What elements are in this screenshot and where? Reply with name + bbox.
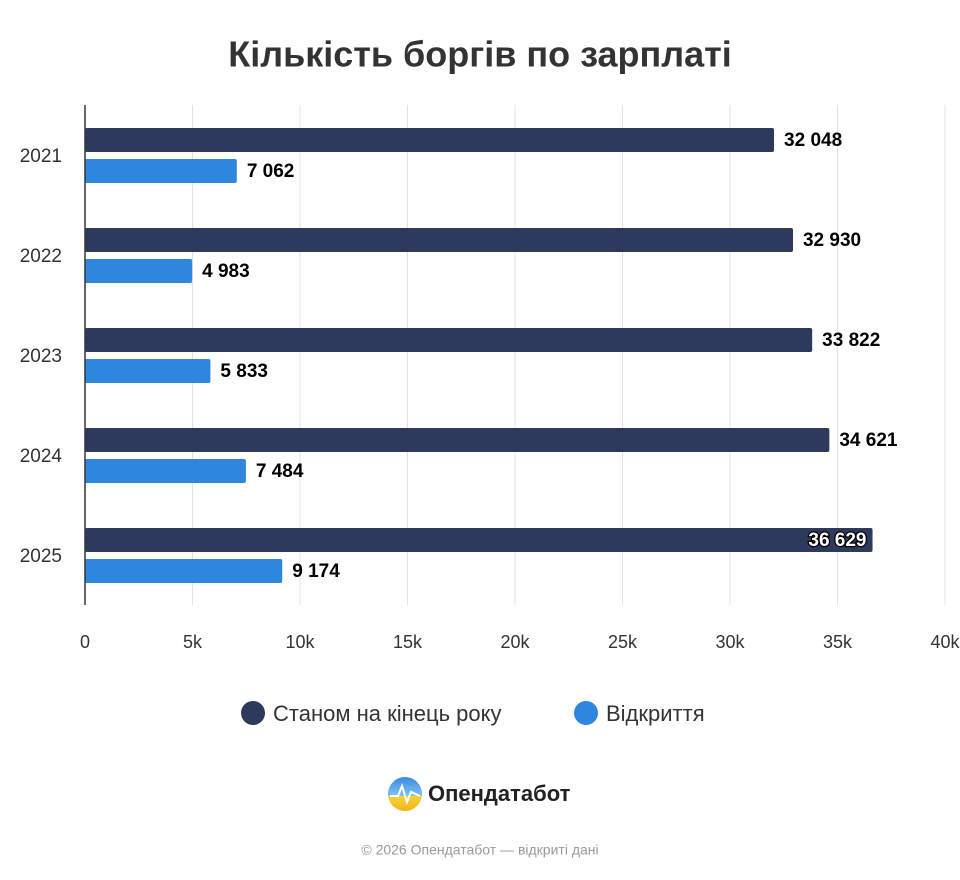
x-tick-label: 0 — [80, 632, 90, 652]
bar — [85, 528, 873, 552]
value-label: 36 629 — [808, 530, 866, 551]
value-label: 34 621 — [839, 430, 898, 451]
value-label: 7 062 — [247, 161, 295, 182]
bar — [85, 159, 237, 183]
chart-title: Кількість боргів по зарплаті — [228, 34, 732, 75]
y-tick-label: 2024 — [20, 446, 63, 467]
value-label: 9 174 — [292, 561, 340, 582]
legend-marker — [241, 701, 265, 725]
bar — [85, 328, 813, 352]
bar — [85, 559, 283, 583]
bars: 2021 32 048 7 062 2022 32 930 4 983 2023 33 822… — [20, 128, 898, 583]
x-tick-label: 20k — [500, 632, 530, 652]
legend-marker — [574, 701, 598, 725]
legend-label: Відкриття — [606, 701, 705, 726]
grid: 0 5k 10k 15k 20k 25k 30k 35k 40k — [80, 105, 960, 652]
value-label: 32 048 — [784, 130, 842, 151]
x-tick-label: 10k — [285, 632, 315, 652]
legend-label: Станом на кінець року — [273, 701, 502, 726]
x-tick-label: 5k — [183, 632, 203, 652]
legend: Станом на кінець року Відкриття — [241, 701, 705, 726]
value-label: 4 983 — [202, 261, 250, 282]
x-tick-label: 40k — [930, 632, 960, 652]
value-label: 5 833 — [220, 361, 268, 382]
copyright: © 2026 Опендатабот — відкриті дані — [361, 842, 598, 858]
x-tick-label: 35k — [823, 632, 853, 652]
x-tick-label: 25k — [608, 632, 638, 652]
bar — [85, 459, 246, 483]
bar — [85, 428, 830, 452]
value-label: 7 484 — [256, 461, 304, 482]
bar — [85, 228, 793, 252]
x-tick-label: 15k — [393, 632, 423, 652]
y-tick-label: 2022 — [20, 246, 62, 267]
value-label: 32 930 — [803, 230, 861, 251]
bar — [85, 259, 193, 283]
y-tick-label: 2025 — [20, 546, 62, 567]
brand-name: Опендатабот — [428, 781, 571, 806]
value-label: 33 822 — [822, 330, 880, 351]
bar — [85, 128, 775, 152]
y-tick-label: 2023 — [20, 346, 62, 367]
x-tick-label: 30k — [715, 632, 745, 652]
brand-logo-pulse — [390, 783, 421, 805]
y-tick-label: 2021 — [20, 146, 62, 167]
bar — [85, 359, 211, 383]
